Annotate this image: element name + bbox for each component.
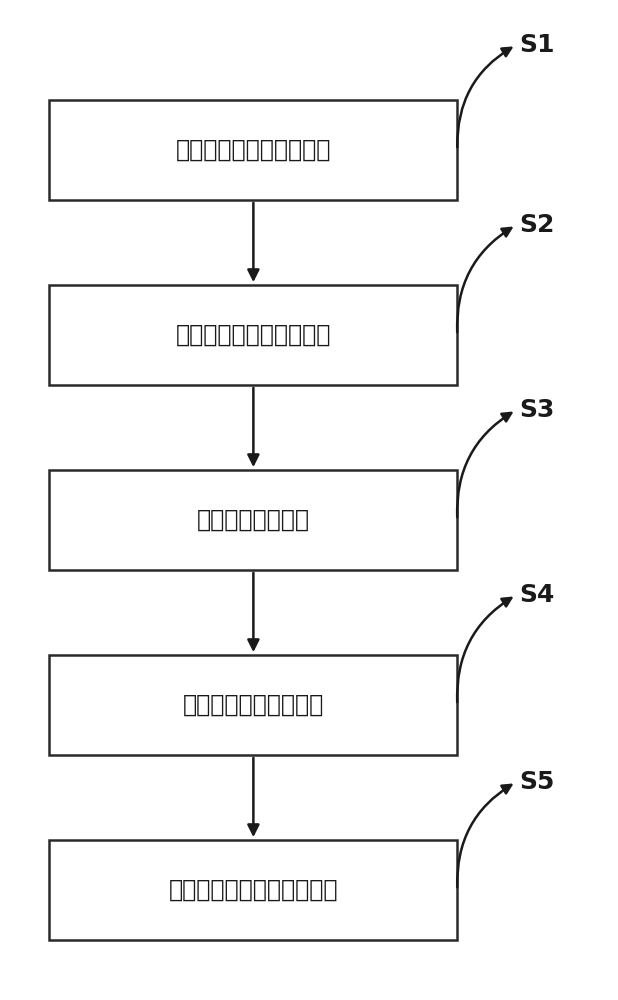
FancyArrowPatch shape <box>457 598 511 702</box>
Bar <box>49 840 457 940</box>
FancyArrowPatch shape <box>457 228 511 332</box>
FancyArrowPatch shape <box>457 413 511 517</box>
Text: S4: S4 <box>519 583 554 607</box>
Text: 主板统计加减速时间参数: 主板统计加减速时间参数 <box>176 138 331 162</box>
Text: 收放纸板响应同步信号: 收放纸板响应同步信号 <box>183 693 324 717</box>
FancyArrowPatch shape <box>457 785 511 887</box>
Text: S3: S3 <box>519 398 554 422</box>
Text: 收放纸板计算加减速参数: 收放纸板计算加减速参数 <box>176 323 331 347</box>
Text: S1: S1 <box>519 33 554 57</box>
Bar <box>49 470 457 570</box>
Text: 主板输出同步信号: 主板输出同步信号 <box>197 508 310 532</box>
Text: S2: S2 <box>519 213 554 237</box>
Bar <box>49 285 457 385</box>
Text: 浮动辊高度调整加减速曲线: 浮动辊高度调整加减速曲线 <box>169 878 338 902</box>
FancyArrowPatch shape <box>457 48 511 147</box>
Bar <box>49 100 457 200</box>
Text: S5: S5 <box>519 770 554 794</box>
Bar <box>49 655 457 755</box>
